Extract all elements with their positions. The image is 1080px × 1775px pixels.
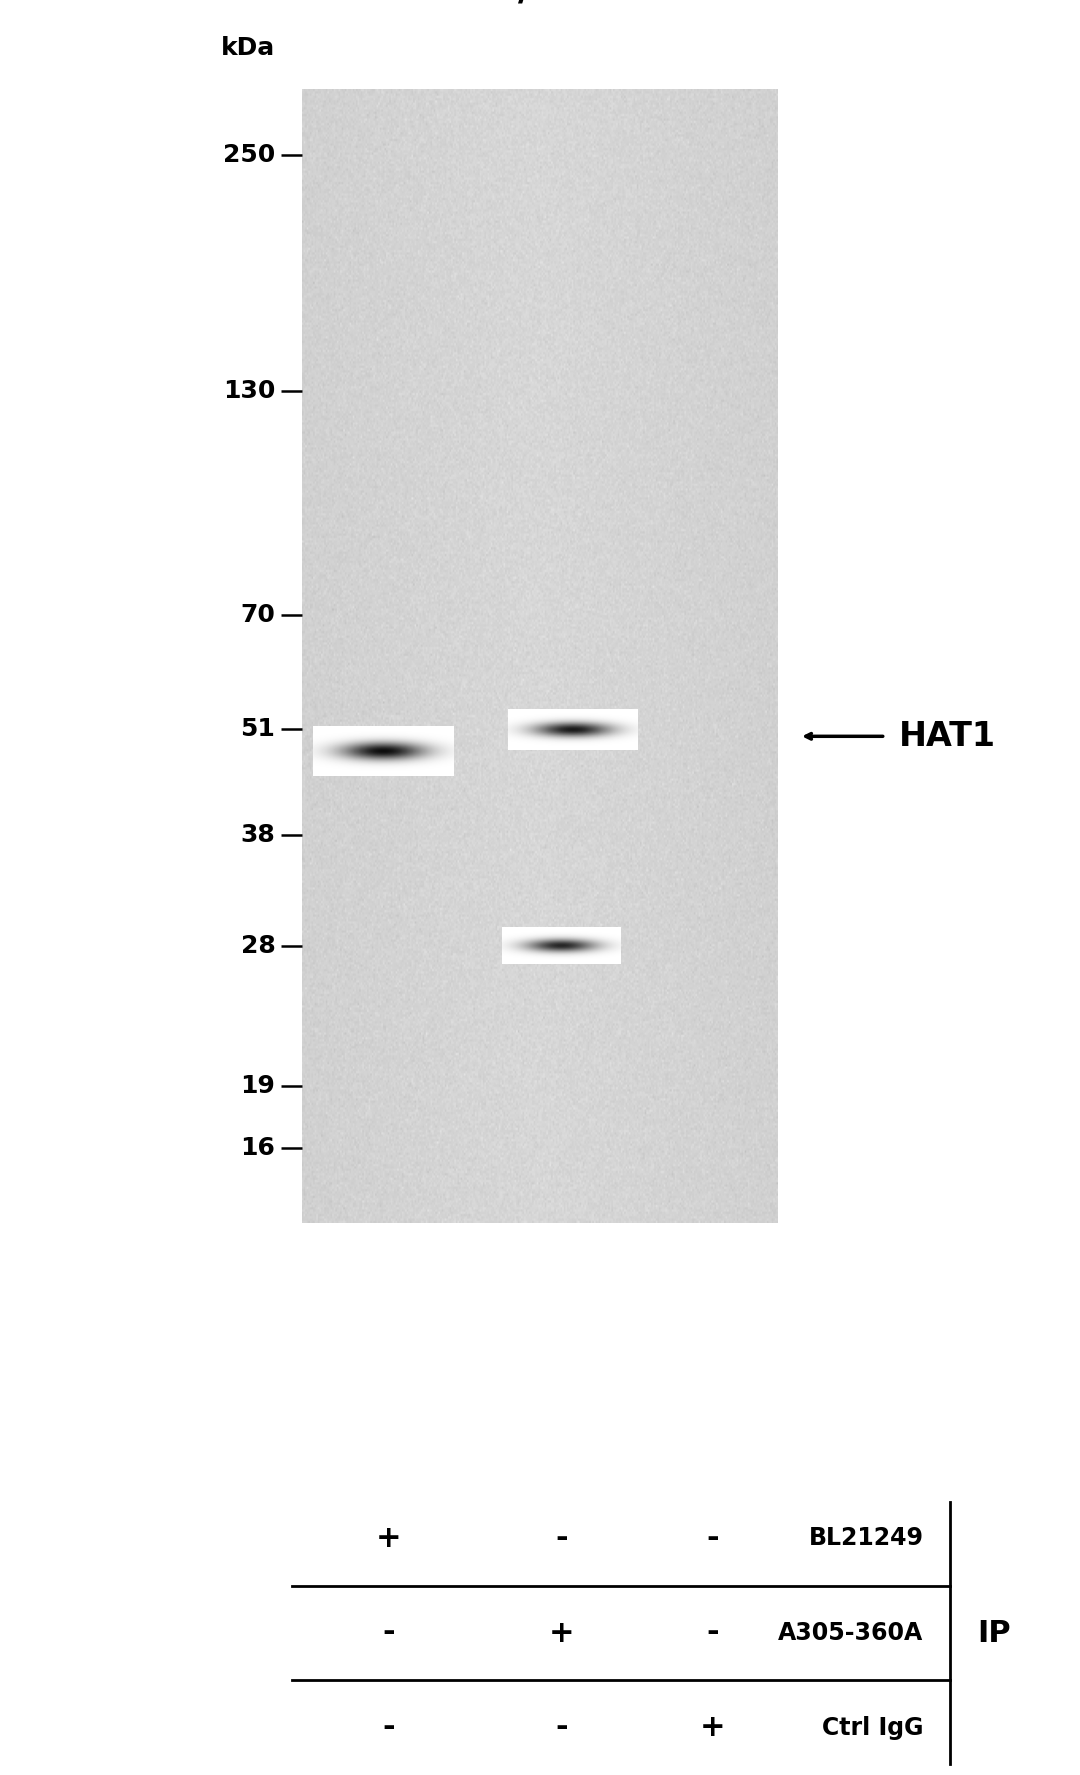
Text: 70: 70 [241, 604, 275, 627]
Text: BL21249: BL21249 [809, 1526, 923, 1550]
Text: +: + [376, 1523, 402, 1553]
Text: -: - [382, 1713, 395, 1743]
Text: kDa: kDa [221, 36, 275, 60]
Text: -: - [382, 1619, 395, 1647]
Text: -: - [706, 1619, 719, 1647]
Text: -: - [555, 1523, 568, 1553]
Text: 38: 38 [241, 824, 275, 847]
Text: HAT1: HAT1 [899, 721, 996, 753]
Text: +: + [549, 1619, 575, 1647]
Text: Ctrl IgG: Ctrl IgG [822, 1716, 923, 1740]
Text: -: - [706, 1523, 719, 1553]
Text: A305-360A: A305-360A [779, 1621, 923, 1645]
Text: 130: 130 [224, 380, 275, 403]
Text: IP/WB: IP/WB [475, 0, 605, 7]
Text: 19: 19 [241, 1074, 275, 1097]
Text: -: - [555, 1713, 568, 1743]
Text: 250: 250 [224, 144, 275, 167]
Text: 51: 51 [241, 717, 275, 742]
Text: IP: IP [977, 1619, 1011, 1647]
Text: 28: 28 [241, 934, 275, 959]
Text: +: + [700, 1713, 726, 1743]
Text: 16: 16 [241, 1136, 275, 1159]
